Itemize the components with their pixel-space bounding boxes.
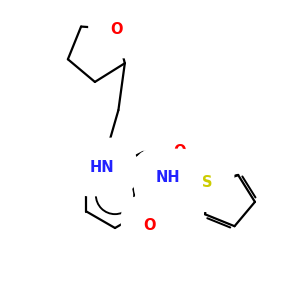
Text: HN: HN — [90, 160, 114, 175]
Text: O: O — [110, 22, 122, 37]
Ellipse shape — [151, 173, 203, 201]
Text: NH: NH — [156, 170, 180, 185]
Text: O: O — [143, 218, 155, 232]
Text: O: O — [174, 145, 186, 160]
Text: S: S — [202, 175, 213, 190]
